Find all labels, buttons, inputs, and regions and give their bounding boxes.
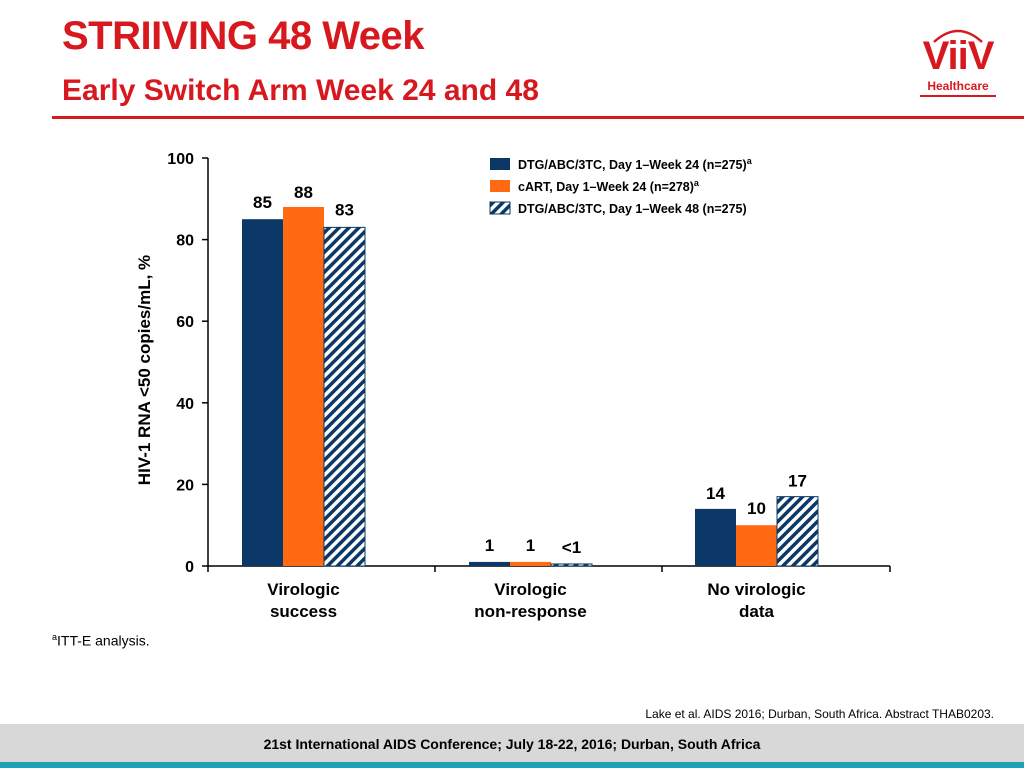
- category-label: No virologic: [707, 580, 805, 599]
- footnote-text: ITT-E analysis.: [57, 632, 150, 649]
- legend-swatch: [489, 201, 511, 215]
- slide-title: STRIIVING 48 Week: [62, 14, 425, 58]
- bar-value-label: 85: [253, 193, 272, 212]
- viiv-logo: ViiV Healthcare: [912, 24, 1004, 100]
- slide-subtitle: Early Switch Arm Week 24 and 48: [62, 74, 539, 107]
- legend-label: DTG/ABC/3TC, Day 1–Week 24 (n=275)a: [518, 156, 753, 172]
- logo-word: ViiV: [922, 34, 995, 78]
- footnote: aITT-E analysis.: [52, 632, 150, 649]
- bar-value-label: 88: [294, 183, 313, 202]
- category-label: data: [739, 602, 775, 621]
- bar-value-label: <1: [562, 538, 581, 557]
- category-label: non-response: [474, 602, 586, 621]
- bar-value-label: 83: [335, 200, 354, 219]
- legend-label: cART, Day 1–Week 24 (n=278)a: [518, 178, 700, 194]
- bar: [323, 226, 366, 567]
- footer-band: 21st International AIDS Conference; July…: [0, 724, 1024, 762]
- logo-arc-icon: [933, 29, 983, 43]
- legend-footnote-marker: a: [694, 178, 700, 188]
- y-tick-label: 20: [176, 477, 194, 494]
- footnote-marker: a: [52, 632, 58, 642]
- reference-citation: Lake et al. AIDS 2016; Durban, South Afr…: [645, 707, 994, 721]
- bar: [510, 561, 551, 566]
- legend-label: DTG/ABC/3TC, Day 1–Week 48 (n=275): [518, 202, 747, 216]
- bar: [736, 525, 777, 566]
- logo-underline: [920, 95, 996, 97]
- bar-value-label: 1: [485, 536, 494, 555]
- bar-value-label: 1: [526, 536, 535, 555]
- category-label: Virologic: [494, 580, 566, 599]
- bar: [469, 561, 510, 566]
- category-label: Virologic: [267, 580, 339, 599]
- bar-value-label: 10: [747, 499, 766, 518]
- category-label: success: [270, 602, 337, 621]
- legend-footnote-marker: a: [747, 156, 753, 166]
- y-axis-title: HIV-1 RNA <50 copies/mL, %: [135, 255, 154, 485]
- bar-chart: 0 20 40 60 80 100 HIV-1 RNA <50 copies/mL, % Vi…: [135, 151, 891, 621]
- y-tick-label: 60: [176, 314, 194, 331]
- footer-accent-bar: [0, 762, 1024, 768]
- bar: [776, 496, 819, 567]
- bar: [242, 219, 283, 566]
- logo-subtitle: Healthcare: [927, 79, 989, 93]
- legend-swatch: [490, 158, 510, 170]
- bar: [550, 563, 593, 567]
- y-tick-label: 0: [185, 559, 194, 576]
- y-tick-label: 80: [176, 233, 194, 250]
- y-tick-label: 40: [176, 396, 194, 413]
- conference-footer: 21st International AIDS Conference; July…: [263, 736, 761, 752]
- legend-swatch: [490, 180, 510, 192]
- bar-value-label: 17: [788, 472, 807, 491]
- bar: [695, 508, 736, 566]
- y-tick-label: 100: [167, 151, 194, 168]
- title-divider: [52, 116, 1024, 119]
- bar: [283, 206, 324, 566]
- bar-value-label: 14: [706, 484, 725, 503]
